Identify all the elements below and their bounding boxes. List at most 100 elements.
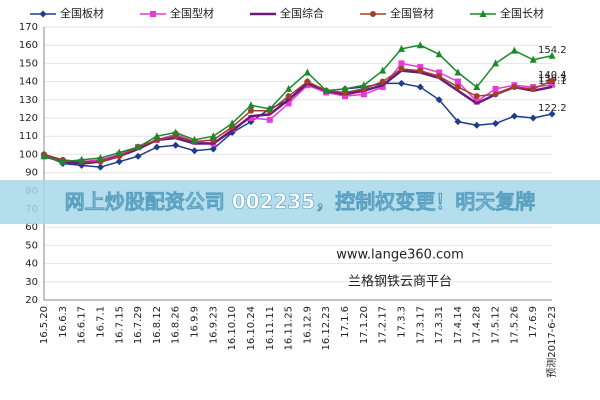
point [492,91,499,98]
y-tick-label: 90 [25,168,38,179]
point [266,104,274,112]
point [510,46,518,54]
x-tick-label: 17.5.26 [509,306,520,344]
x-tick-label: 16.11.11 [265,306,276,351]
point [115,158,123,166]
point [59,157,67,165]
x-tick-label: 16.6.3 [58,306,69,338]
legend-marker [150,11,156,17]
legend-marker [370,11,376,17]
x-tick-label: 16.12.9 [302,306,313,344]
x-tick-label: 17.1.6 [340,306,351,338]
point [78,155,86,163]
point [492,119,500,127]
point [511,84,518,91]
y-tick-label: 30 [25,277,38,288]
point [304,78,311,85]
point [247,115,254,121]
x-tick-label: 17.3.31 [434,306,445,344]
y-tick-label: 170 [19,22,38,33]
point [379,78,386,85]
point [304,82,311,89]
x-tick-label: 17.3.17 [415,306,426,344]
x-tick-label: 16.9.9 [190,306,201,338]
x-tick-label: 17.3.3 [396,306,407,338]
point [134,152,142,160]
point [191,147,199,155]
point [492,85,499,92]
point [153,143,161,151]
point [454,84,461,91]
legend-label: 全国板材 [60,6,104,20]
y-tick-label: 60 [25,222,38,233]
point [341,84,349,92]
banner [0,180,600,224]
legend-marker [39,10,47,18]
point [436,69,443,76]
series-line [43,68,553,163]
point [96,163,104,171]
point [40,152,48,160]
x-tick-label: 16.7.1 [95,306,106,338]
y-tick-label: 50 [25,240,38,251]
x-tick-label: 16.8.12 [152,306,163,344]
x-tick-label: 16.10.24 [246,306,257,351]
point [397,79,405,87]
x-tick-label: 预测2017-6-23 [545,306,558,378]
x-tick-label: 17.6.9 [528,306,539,338]
point [247,107,254,114]
y-tick-label: 110 [19,131,38,142]
watermark-url: www.lange360.com [336,248,464,263]
point [115,148,123,156]
watermark-name: 兰格钢铁云商平台 [348,274,452,290]
end-label: 154.2 [538,45,567,56]
point [172,141,180,149]
end-label: 122.2 [538,103,567,114]
point [417,64,424,71]
x-tick-label: 17.2.17 [378,306,389,344]
point [247,101,255,109]
point [473,121,481,129]
banner-text: 网上炒股配资公司 002235，控制权变更！明天复牌 [65,190,535,214]
point [417,67,424,74]
point [360,81,368,89]
legend-label: 全国管材 [390,6,434,20]
x-tick-label: 16.10.10 [227,306,238,351]
point [285,93,292,100]
point [454,118,462,126]
point [379,84,386,91]
point [360,91,367,98]
point [549,77,555,84]
point [153,132,161,140]
legend-label: 全国型材 [170,6,214,20]
x-tick-label: 17.4.28 [472,306,483,344]
point [436,73,443,80]
point [96,154,104,162]
point [397,44,405,52]
x-tick-label: 16.5.20 [39,306,50,344]
point [530,85,537,92]
x-tick-label: 16.6.17 [77,306,88,344]
series-line [43,44,553,163]
y-tick-label: 100 [19,149,38,160]
point [510,112,518,120]
point [416,83,424,91]
point [191,135,199,143]
x-tick-label: 16.7.29 [133,306,144,344]
x-tick-label: 16.9.23 [208,306,219,344]
x-tick-label: 16.11.25 [284,306,295,351]
point [529,55,537,63]
y-tick-label: 160 [19,40,38,51]
point [473,98,480,105]
point [492,59,500,67]
x-tick-label: 17.5.12 [491,306,502,344]
point [549,81,555,88]
point [529,114,537,122]
point [398,65,405,72]
point [473,83,481,91]
point [548,110,556,118]
y-tick-label: 130 [19,95,38,106]
point [285,100,292,107]
point [435,96,443,104]
